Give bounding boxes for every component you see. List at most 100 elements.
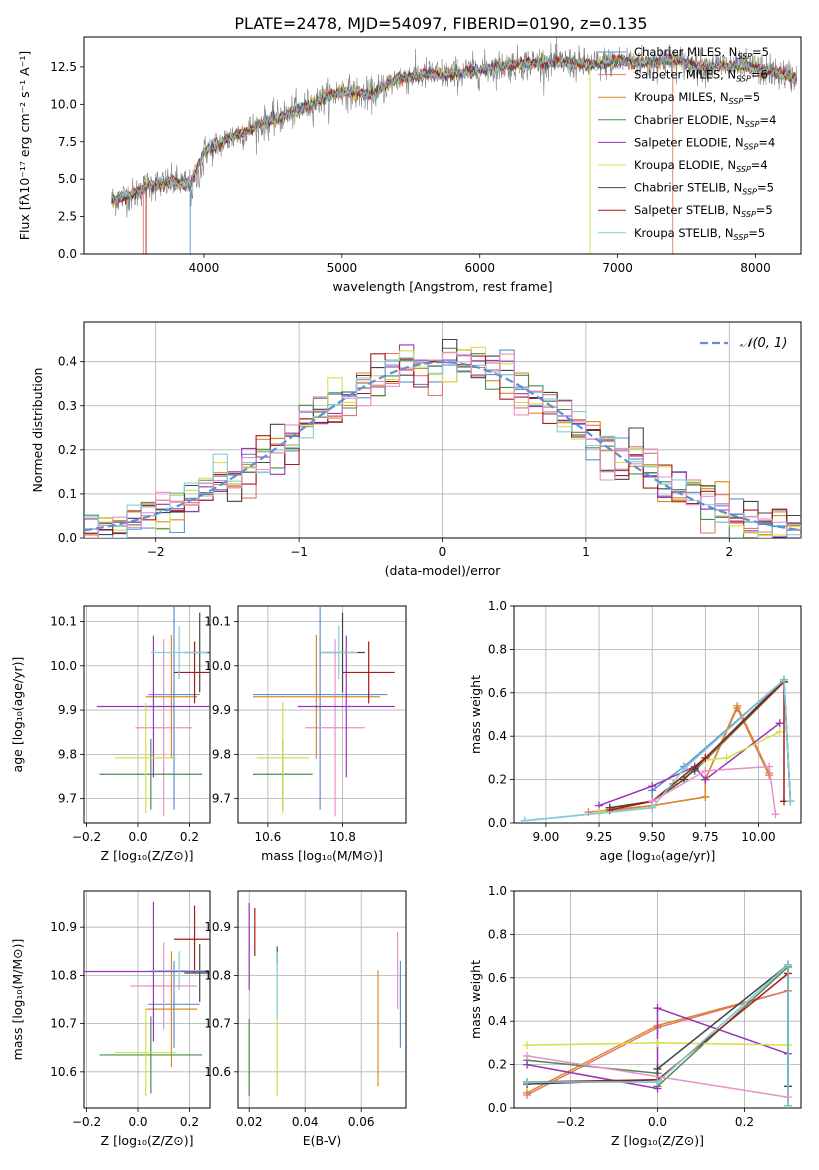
mass-weight-vs-age-marker [648,797,657,806]
mass-weight-vs-age-ytick-label: 0.0 [488,816,507,830]
mass-weight-vs-age-line [524,678,792,822]
mass-weight-vs-age-xtick-label: 9.00 [533,830,560,844]
age-vs-mass-points [252,606,395,817]
mass-weight-vs-Z-ytick-label: 0.4 [488,1014,507,1028]
mass-weight-vs-Z-marker [523,1090,532,1099]
mass-vs-Z-frame [83,890,211,1109]
mass-weight-vs-Z-ytick-label: 1.0 [488,884,507,898]
mass-vs-Z-xtick-label: −0.2 [72,1115,101,1129]
residuals-ytick-label: 0.2 [58,443,77,457]
spectrum-legend: Chabrier MILES, NSSP=5 Salpeter MILES, NS… [598,45,776,242]
mass-vs-EBV-xtick-label: 0.04 [292,1115,319,1129]
mass-vs-Z-xlabel: Z [log₁₀(Z/Z⊙)] [101,1133,194,1148]
mass-weight-vs-Z-xtick-label: 0.0 [648,1115,667,1129]
mass-vs-EBV-ytick-label: 10.6 [204,1065,231,1079]
mass-weight-vs-age-ytick-label: 0.8 [488,642,507,656]
mass-weight-vs-Z-line [526,1055,789,1098]
mass-weight-vs-age-line [524,678,792,822]
mass-vs-EBV-ytick-label: 10.7 [204,1017,231,1031]
panel-mass-weight-vs-Z: −0.2 0.0 0.2 0.0 0.2 0.4 0.6 0.8 1.0 Z [log₁₀(Z/Z… [468,884,802,1148]
age-vs-mass-xlabel: mass [log₁₀(M/M⊙)] [261,848,383,863]
mass-vs-Z-ytick-label: 10.9 [50,920,77,934]
legend-label: Kroupa STELIB, NSSP=5 [634,226,765,242]
residual-histogram [84,346,801,538]
panel-spectrum: 4000 5000 6000 7000 8000 0.0 2.5 5.0 7.5 10.0 12.5… [17,36,802,294]
spectrum-xtick-label: 6000 [464,261,495,275]
mass-weight-vs-age-lines [520,675,795,823]
figure-title: PLATE=2478, MJD=54097, FIBERID=0190, z=0… [234,14,647,33]
mass-weight-vs-Z-ytick-label: 0.0 [488,1101,507,1115]
mass-weight-vs-Z-ytick-label: 0.2 [488,1058,507,1072]
mass-weight-vs-age-marker [775,727,784,736]
mass-weight-vs-age-marker [680,764,689,773]
mass-vs-EBV-ytick-label: 10.8 [204,968,231,982]
mass-weight-vs-Z-marker [523,1051,532,1060]
spectrum-xtick-label: 8000 [740,261,771,275]
residuals-ytick-label: 0.3 [58,399,77,413]
age-vs-mass-ytick-label: 10.1 [204,615,231,629]
mass-weight-vs-age-marker [786,797,795,806]
mass-weight-vs-age-line [609,680,785,811]
spectrum-ytick-label: 2.5 [58,210,77,224]
mass-weight-vs-Z-line [527,963,789,1106]
mass-vs-EBV-xtick-label: 0.06 [348,1115,375,1129]
mass-vs-Z-xtick-label: 0.2 [180,1115,199,1129]
age-vs-Z-xtick-label: −0.2 [72,830,101,844]
mass-vs-Z-ytick-label: 10.8 [50,968,77,982]
mass-weight-vs-age-xtick-label: 9.25 [586,830,613,844]
residuals-frame [83,321,802,539]
mass-weight-vs-age-xtick-label: 9.50 [639,830,666,844]
spectrum-ytick-label: 7.5 [58,135,77,149]
panel-mass-vs-Z: −0.2 0.0 0.2 10.6 10.7 10.8 10.9 Z [log₁₀(Z/Z⊙)… [10,890,211,1148]
age-vs-Z-ytick-label: 9.7 [58,792,77,806]
mass-weight-vs-age-ytick-label: 0.6 [488,686,507,700]
mass-vs-Z-xtick-label: 0.0 [128,1115,147,1129]
age-vs-Z-xlabel: Z [log₁₀(Z/Z⊙)] [101,848,194,863]
age-vs-Z-ytick-label: 10.1 [50,615,77,629]
age-vs-Z-ytick-label: 9.8 [58,747,77,761]
mass-weight-vs-age-ytick-label: 1.0 [488,599,507,613]
mass-vs-Z-ylabel: mass [log₁₀(M/M⊙)] [10,939,25,1061]
mass-weight-vs-age-marker [701,766,710,775]
mass-weight-vs-age-marker [771,810,780,819]
panel-mass-weight-vs-age: 9.00 9.25 9.50 9.75 10.00 0.0 0.2 0.4 0.6 0.8 1.0 a… [468,599,802,863]
mass-vs-EBV-xtick-label: 0.02 [236,1115,263,1129]
mass-weight-vs-Z-marker [783,960,792,969]
mass-weight-vs-age-marker [765,762,774,771]
gaussian-curve [84,360,799,532]
age-vs-Z-ylabel: age [log₁₀(age/yr)] [10,657,25,773]
mass-weight-vs-age-xtick-label: 9.75 [692,830,719,844]
legend-label: Chabrier MILES, NSSP=5 [634,45,769,61]
age-vs-Z-xtick-label: 0.0 [128,830,147,844]
panel-age-vs-Z: −0.2 0.0 0.2 9.7 9.8 9.9 10.0 10.1 Z [log₁₀(Z/Z⊙… [10,605,211,863]
spectrum-ytick-label: 12.5 [50,60,77,74]
mass-weight-vs-age-marker [520,816,529,823]
panel-residuals: −2 −1 0 1 2 0.0 0.1 0.2 0.3 0.4 (data-model)/error… [30,321,802,578]
mass-weight-vs-Z-marker [523,1060,532,1069]
residuals-xtick-label: 2 [725,545,733,559]
mass-weight-vs-Z-ytick-label: 0.6 [488,971,507,985]
age-vs-Z-ytick-label: 10.0 [50,659,77,673]
mass-weight-vs-age-marker [701,792,710,801]
mass-weight-vs-age-xtick-label: 10.00 [741,830,775,844]
spectrum-model-line [111,53,797,204]
age-vs-Z-points [96,606,210,817]
mass-weight-vs-Z-xlabel: Z [log₁₀(Z/Z⊙)] [611,1133,704,1148]
mass-weight-vs-age-line [651,765,777,815]
mass-weight-vs-age-marker [595,808,604,817]
spectrum-ytick-label: 10.0 [50,97,77,111]
age-vs-Z-xtick-label: 0.2 [180,830,199,844]
spectrum-lines [111,37,797,254]
spectrum-observed-line [111,37,797,218]
mass-vs-EBV-frame [237,890,407,1109]
spectrum-xtick-label: 4000 [189,261,220,275]
panel-age-vs-mass: 10.6 10.8 9.7 9.8 9.9 10.0 10.1 mass [log₁₀(M/M… [204,605,407,863]
mass-weight-vs-Z-ylabel: mass weight [468,960,483,1039]
mass-weight-vs-Z-ytick-label: 0.8 [488,927,507,941]
residuals-xtick-label: 1 [582,545,590,559]
age-vs-mass-xtick-label: 10.8 [329,830,356,844]
residuals-xtick-label: −2 [147,545,165,559]
mass-weight-vs-Z-marker [653,1004,662,1013]
mass-weight-vs-Z-marker [783,1093,792,1102]
